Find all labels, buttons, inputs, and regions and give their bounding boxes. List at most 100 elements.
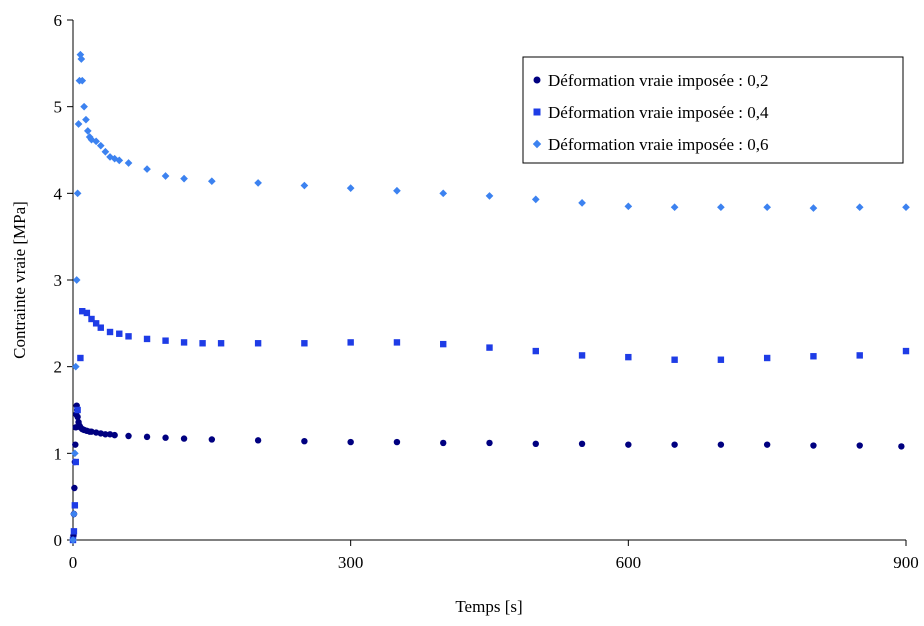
data-point-series-3 — [531, 195, 540, 204]
data-point-series-2 — [162, 337, 169, 344]
data-point-series-2 — [70, 528, 78, 535]
data-point-series-3 — [717, 203, 725, 212]
x-tick-label: 900 — [893, 553, 919, 572]
data-point-series-2 — [347, 339, 354, 346]
data-point-series-2 — [254, 340, 262, 347]
data-point-series-2 — [717, 356, 725, 363]
y-tick-label: 3 — [54, 271, 63, 290]
data-point-series-2 — [763, 354, 771, 362]
x-tick-label: 600 — [616, 553, 642, 572]
data-point-series-1 — [717, 441, 725, 448]
data-point-series-2 — [72, 458, 79, 466]
data-point-series-3 — [902, 203, 910, 212]
data-point-series-1 — [301, 438, 308, 445]
y-tick-label: 2 — [54, 358, 63, 377]
data-point-series-2 — [116, 330, 123, 337]
data-point-series-3 — [78, 76, 87, 85]
data-point-series-3 — [485, 192, 494, 200]
data-point-series-3 — [101, 147, 110, 156]
legend-box — [522, 56, 904, 164]
data-point-series-2 — [180, 339, 188, 346]
data-point-series-2 — [199, 340, 206, 347]
data-point-series-1 — [208, 436, 216, 443]
data-point-series-1 — [254, 437, 262, 444]
data-point-series-1 — [671, 441, 678, 448]
data-point-series-3 — [72, 276, 81, 284]
data-point-series-3 — [809, 204, 818, 212]
data-point-series-1 — [72, 441, 79, 448]
y-axis-title: Contrainte vraie [MPa] — [10, 201, 29, 359]
data-point-series-2 — [810, 353, 817, 360]
data-point-series-3 — [70, 510, 78, 518]
series-layer — [69, 50, 910, 544]
data-point-series-3 — [855, 203, 864, 212]
data-point-series-1 — [102, 431, 109, 438]
legend-label-series-2: Déformation vraie imposée : 0,4 — [548, 103, 769, 122]
legend-marker-series-2 — [533, 108, 541, 116]
y-tick-label: 5 — [54, 98, 63, 117]
data-point-series-1 — [74, 413, 81, 421]
data-point-series-2 — [106, 328, 114, 336]
legend-label-series-1: Déformation vraie imposée : 0,2 — [548, 71, 768, 90]
legend-marker-series-3 — [532, 139, 542, 149]
data-point-series-3 — [76, 50, 85, 59]
data-point-series-2 — [486, 344, 493, 351]
data-point-series-2 — [532, 347, 539, 355]
data-point-series-3 — [180, 174, 188, 183]
data-point-series-3 — [624, 202, 633, 211]
data-point-series-2 — [856, 352, 863, 359]
data-point-series-1 — [143, 433, 151, 441]
y-tick-label: 1 — [54, 444, 63, 463]
data-point-series-1 — [898, 443, 905, 450]
data-point-series-2 — [393, 339, 401, 346]
legend: Déformation vraie imposée : 0,2 Déformati… — [522, 56, 904, 164]
data-point-series-3 — [71, 362, 80, 371]
data-point-series-1 — [578, 440, 586, 447]
y-tick-label: 0 — [54, 531, 63, 550]
data-point-series-2 — [625, 353, 632, 361]
data-point-series-1 — [856, 442, 863, 449]
data-point-series-3 — [300, 181, 309, 190]
data-point-series-2 — [125, 333, 132, 340]
data-point-series-2 — [83, 309, 91, 317]
series-1 — [69, 402, 905, 544]
y-tick-label: 6 — [54, 11, 63, 30]
data-point-series-2 — [217, 340, 225, 347]
x-tick-label: 300 — [338, 553, 364, 572]
data-point-series-1 — [486, 439, 493, 447]
data-point-series-2 — [77, 354, 84, 362]
data-point-series-3 — [87, 135, 96, 144]
data-point-series-3 — [73, 189, 82, 198]
data-point-series-2 — [301, 340, 308, 347]
data-point-series-3 — [96, 141, 105, 150]
data-point-series-3 — [71, 449, 79, 458]
data-point-series-1 — [532, 440, 539, 447]
data-point-series-3 — [439, 189, 448, 198]
data-point-series-3 — [346, 184, 355, 192]
x-tick-label: 0 — [69, 553, 78, 572]
legend-marker-series-1 — [533, 76, 541, 84]
data-point-series-2 — [71, 502, 79, 509]
y-tick-label: 4 — [54, 184, 63, 203]
data-point-series-3 — [161, 172, 170, 180]
series-2 — [69, 308, 910, 544]
data-point-series-3 — [82, 115, 90, 124]
data-point-series-1 — [810, 442, 817, 449]
data-point-series-2 — [440, 340, 447, 348]
x-axis-title: Temps [s] — [455, 597, 522, 616]
data-point-series-3 — [254, 179, 262, 187]
tick-group: 0 1 2 3 4 5 6 0 300 600 900 — [54, 11, 919, 572]
data-point-series-3 — [670, 203, 679, 212]
data-point-series-3 — [74, 120, 83, 128]
data-point-series-2 — [143, 335, 151, 343]
data-point-series-2 — [74, 406, 81, 414]
data-point-series-2 — [902, 347, 910, 355]
data-point-series-2 — [671, 356, 678, 363]
data-point-series-1 — [125, 432, 132, 440]
data-point-series-2 — [79, 308, 86, 315]
data-point-series-2 — [88, 315, 95, 323]
data-point-series-3 — [578, 199, 586, 207]
data-point-series-3 — [143, 165, 151, 173]
data-point-series-3 — [124, 159, 133, 167]
data-point-series-1 — [162, 434, 169, 441]
